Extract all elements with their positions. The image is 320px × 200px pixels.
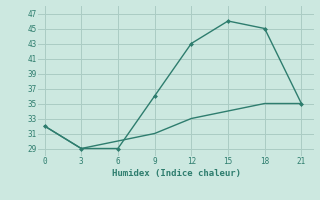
X-axis label: Humidex (Indice chaleur): Humidex (Indice chaleur) — [111, 169, 241, 178]
